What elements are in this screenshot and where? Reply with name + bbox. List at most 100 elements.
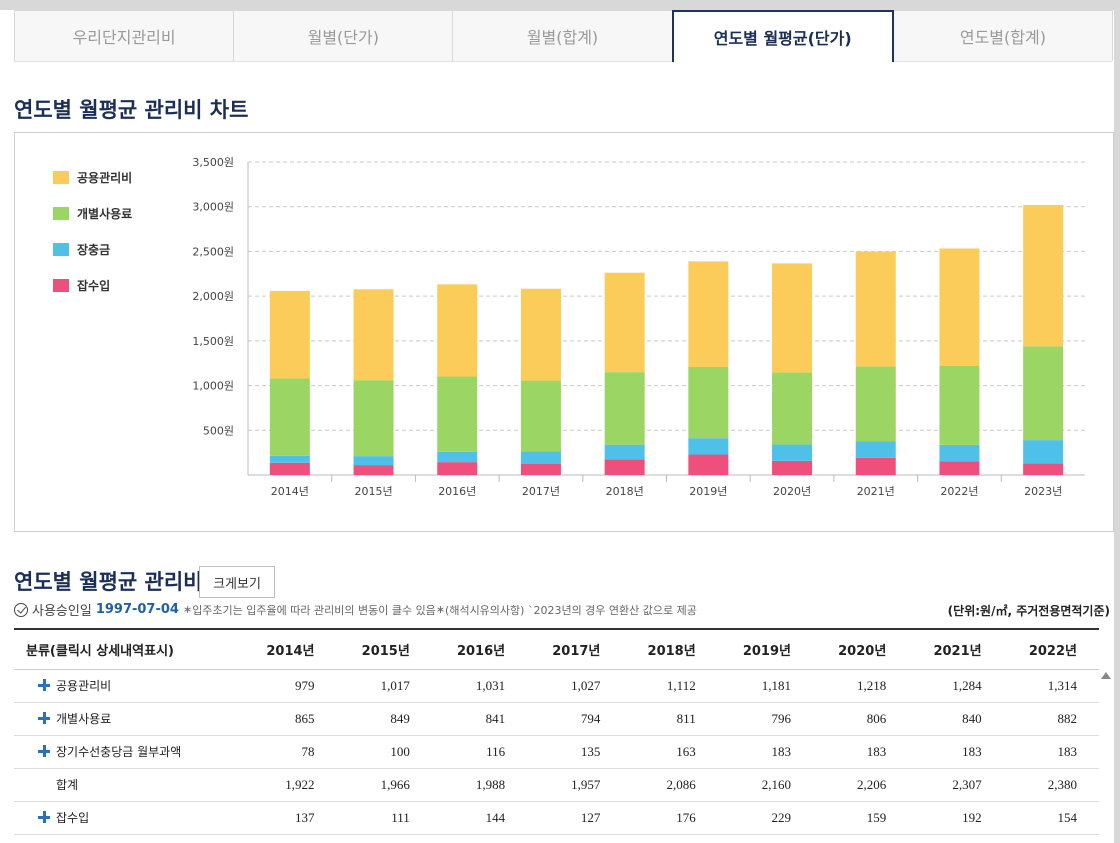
fee-table-container: 분류(클릭시 상세내역표시) 2014년 2015년 2016년 2017년 2018년 2… <box>14 628 1099 843</box>
row-category[interactable]: 장기수선충당금 월부과액 <box>14 735 242 769</box>
bar-segment <box>604 372 645 445</box>
table-cell: 796 <box>717 702 813 736</box>
header-year: 2020년 <box>813 630 909 670</box>
table-cell: 183 <box>813 735 909 769</box>
notice-text-1: 입주초기는 입주율에 따라 관리비의 변동이 클수 있음 <box>192 603 436 617</box>
table-cell: 1,314 <box>1003 669 1099 703</box>
table-cell: 176 <box>622 801 718 835</box>
bar-segment <box>353 380 394 457</box>
x-tick-label: 2019년 <box>689 485 727 498</box>
bar-segment <box>855 366 896 442</box>
row-category: 합계 <box>14 768 242 802</box>
y-tick-label: 3,000원 <box>192 201 234 214</box>
table-cell: 2,206 <box>813 768 909 802</box>
chart-container: 공용관리비 개별사용료 장충금 잡수입 500원 1,000원 1,500원 2,000원 2… <box>14 132 1114 532</box>
legend-item: 공용관리비 <box>53 159 132 195</box>
table-row[interactable]: 잡수입 137 111 144 127 176 229 159 192 154 <box>14 801 1099 835</box>
bar-segment <box>520 463 561 475</box>
table-cell: 811 <box>622 702 718 736</box>
legend-swatch <box>53 242 69 256</box>
row-category[interactable]: 잡수입 <box>14 801 242 835</box>
table-cell: 2,086 <box>622 768 718 802</box>
bar-segment <box>1023 440 1064 464</box>
stacked-bar-chart: 500원 1,000원 1,500원 2,000원 2,500원 3,000원 3,500원… <box>192 156 1085 498</box>
table-cell: 144 <box>431 801 528 835</box>
bar-segment <box>772 263 813 373</box>
table-cell: 841 <box>431 702 528 736</box>
zoom-button[interactable]: 크게보기 <box>199 566 275 598</box>
legend-label: 장충금 <box>77 242 111 257</box>
table-row[interactable]: 공용관리비 979 1,017 1,031 1,027 1,112 1,181 1,218 1,… <box>14 669 1099 703</box>
table-cell: 111 <box>336 801 432 835</box>
bar-segment <box>1023 463 1064 475</box>
table-cell: 882 <box>1003 702 1099 736</box>
table-cell: 1,218 <box>813 669 909 703</box>
bar-segment <box>1023 204 1064 347</box>
check-circle-icon <box>14 602 28 617</box>
bar-segment <box>772 444 813 461</box>
bar-segment <box>437 462 478 475</box>
legend-item: 개별사용료 <box>53 195 132 231</box>
bar-segment <box>604 459 645 475</box>
bar-segment <box>939 365 980 445</box>
bar-segment <box>939 248 980 366</box>
bar-segment <box>688 261 729 367</box>
tab-4[interactable]: 연도별(합계) <box>892 10 1114 61</box>
table-cell: 2,160 <box>717 768 813 802</box>
plus-expand-icon[interactable] <box>38 679 50 691</box>
table-cell: 137 <box>241 801 337 835</box>
bar-segment <box>269 462 310 475</box>
y-tick-label: 3,500원 <box>192 156 234 169</box>
bar-segment <box>353 289 394 381</box>
bar-segment <box>520 380 561 452</box>
bar-segment <box>437 376 478 452</box>
header-year: 2016년 <box>431 630 528 670</box>
x-tick-label: 2023년 <box>1024 485 1062 498</box>
table-cell: 1,017 <box>336 669 432 703</box>
y-tick-label: 2,500원 <box>192 245 234 258</box>
header-year: 2022년 <box>1003 630 1099 670</box>
table-cell: 1,957 <box>527 768 623 802</box>
bar-segment <box>855 441 896 458</box>
bar-segment <box>520 451 561 464</box>
plus-expand-icon[interactable] <box>38 712 50 724</box>
x-tick-label: 2022년 <box>940 485 978 498</box>
table-cell: 183 <box>908 735 1004 769</box>
chart-section-title: 연도별 월평균 관리비 차트 <box>14 98 249 122</box>
bar-segment <box>437 284 478 377</box>
bar-segment <box>688 366 729 439</box>
bar-segment <box>520 288 561 381</box>
legend-label: 잡수입 <box>77 278 111 293</box>
bar-segment <box>437 451 478 463</box>
tab-0[interactable]: 우리단지관리비 <box>14 10 235 61</box>
notice-text-2: (해석시유의사항) `2023년의 경우 연환산 값으로 제공 <box>445 603 697 617</box>
table-row[interactable]: 장기수선충당금 월부과액 78 100 116 135 163 183 183 183 183 <box>14 735 1099 769</box>
table-cell: 1,031 <box>431 669 528 703</box>
table-row: 합계 1,922 1,966 1,988 1,957 2,086 2,160 2,206 2,3… <box>14 768 1099 802</box>
tab-2[interactable]: 월별(합계) <box>452 10 673 61</box>
header-year: 2021년 <box>908 630 1004 670</box>
header-year: 2017년 <box>527 630 623 670</box>
row-category[interactable]: 공용관리비 <box>14 669 242 703</box>
table-cell: 163 <box>622 735 718 769</box>
plus-expand-icon[interactable] <box>38 811 50 823</box>
bar-segment <box>353 456 394 466</box>
row-category[interactable]: 개별사용료 <box>14 702 242 736</box>
x-tick-label: 2021년 <box>857 485 895 498</box>
table-cell: 1,922 <box>241 768 337 802</box>
y-tick-label: 2,000원 <box>192 290 234 303</box>
x-tick-label: 2020년 <box>773 485 811 498</box>
plus-expand-icon[interactable] <box>38 745 50 757</box>
tab-1[interactable]: 월별(단가) <box>233 10 454 61</box>
table-row[interactable]: 개별사용료 865 849 841 794 811 796 806 840 882 <box>14 702 1099 736</box>
table-cell: 2,307 <box>908 768 1004 802</box>
row-label: 장기수선충당금 월부과액 <box>56 745 182 759</box>
scroll-up-arrow-icon[interactable] <box>1101 672 1111 679</box>
table-cell: 979 <box>241 669 337 703</box>
star-mark-1: ∗ <box>182 603 193 616</box>
table-cell: 229 <box>717 801 813 835</box>
legend-item: 잡수입 <box>53 267 132 303</box>
legend-label: 공용관리비 <box>77 170 133 185</box>
tab-3[interactable]: 연도별 월평균(단가) <box>671 10 894 62</box>
